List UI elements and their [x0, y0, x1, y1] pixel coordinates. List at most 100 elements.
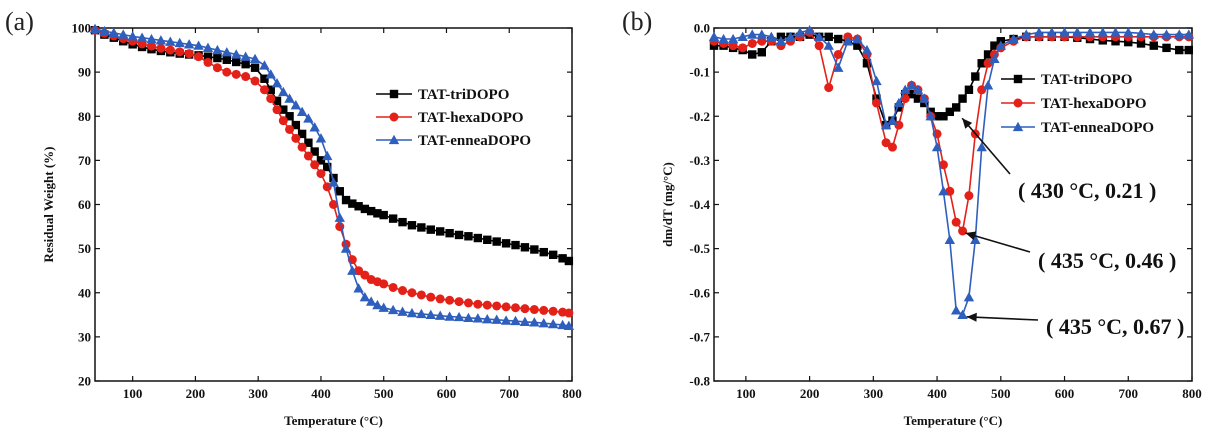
- data-point: [963, 291, 975, 302]
- data-point: [146, 41, 156, 51]
- data-point: [397, 306, 408, 316]
- y-tick-label: -0.6: [689, 285, 710, 300]
- data-point: [520, 304, 530, 314]
- data-point: [842, 36, 854, 46]
- data-point: [285, 112, 294, 121]
- data-point: [340, 243, 352, 253]
- data-point: [912, 84, 924, 94]
- data-point: [548, 306, 558, 316]
- data-point: [291, 133, 301, 143]
- data-point: [748, 50, 757, 59]
- legend-marker: [1013, 98, 1023, 108]
- x-tick-label: 800: [1182, 386, 1202, 401]
- data-point: [483, 235, 492, 244]
- data-point: [241, 72, 251, 82]
- legend-label: TAT-hexaDOPO: [418, 110, 524, 126]
- data-point: [387, 304, 399, 315]
- data-point: [250, 76, 260, 86]
- data-point: [379, 279, 389, 289]
- data-point: [872, 98, 882, 108]
- data-point: [463, 298, 473, 308]
- data-point: [880, 119, 892, 130]
- data-point: [297, 129, 307, 139]
- data-point: [983, 58, 993, 68]
- data-point: [175, 47, 185, 57]
- data-point: [379, 210, 388, 220]
- data-point: [316, 169, 326, 179]
- data-point: [510, 315, 521, 326]
- data-point: [407, 221, 417, 230]
- data-point: [279, 105, 288, 114]
- data-point: [747, 29, 758, 39]
- data-point: [757, 48, 766, 57]
- data-point: [520, 243, 530, 252]
- data-point: [435, 294, 445, 304]
- data-point: [530, 245, 539, 254]
- data-point: [310, 147, 319, 156]
- data-point: [708, 31, 720, 41]
- series-TAT-enneaDOPO: [89, 23, 575, 331]
- data-point: [833, 49, 843, 59]
- x-tick-label: 100: [736, 386, 756, 401]
- data-point: [240, 51, 251, 61]
- data-point: [519, 316, 531, 327]
- data-point: [310, 160, 320, 170]
- data-point: [372, 299, 383, 310]
- data-point: [1046, 27, 1057, 37]
- data-point: [127, 31, 138, 41]
- data-point: [329, 200, 338, 209]
- data-point: [1123, 27, 1134, 37]
- data-point: [1124, 37, 1133, 47]
- data-point: [155, 35, 167, 45]
- data-point: [285, 124, 295, 134]
- y-tick-label: 30: [78, 329, 91, 344]
- annotation-arrow-line: [961, 117, 1011, 175]
- data-point: [894, 120, 904, 130]
- data-point: [538, 317, 549, 328]
- data-point: [398, 217, 407, 227]
- panel-label: (b): [622, 7, 652, 36]
- data-point: [491, 314, 502, 324]
- data-point: [913, 94, 923, 103]
- data-point: [1174, 29, 1185, 39]
- data-point: [272, 96, 282, 106]
- data-point: [309, 122, 320, 132]
- data-point: [221, 47, 233, 57]
- data-point: [473, 233, 483, 243]
- data-point: [1183, 29, 1195, 39]
- legend-marker: [1013, 74, 1023, 84]
- data-point: [500, 315, 512, 325]
- data-point: [728, 41, 738, 51]
- data-point: [834, 34, 843, 44]
- series-line: [713, 31, 1189, 233]
- x-tick-label: 200: [800, 386, 820, 401]
- x-tick-label: 700: [1119, 386, 1139, 401]
- data-point: [266, 85, 275, 94]
- data-point: [501, 239, 511, 248]
- data-point: [398, 286, 408, 296]
- data-point: [146, 33, 157, 44]
- data-point: [334, 212, 345, 222]
- data-point: [775, 36, 787, 46]
- data-point: [539, 247, 548, 257]
- data-point: [737, 31, 748, 41]
- data-point: [900, 94, 910, 104]
- data-point: [388, 282, 398, 292]
- data-point: [231, 49, 242, 59]
- data-point: [290, 100, 302, 110]
- data-point: [231, 69, 241, 79]
- data-point: [881, 138, 891, 148]
- data-point: [444, 311, 455, 321]
- x-tick-label: 300: [248, 386, 268, 401]
- data-point: [906, 80, 917, 90]
- y-tick-label: 50: [78, 241, 91, 256]
- data-point: [1021, 29, 1032, 39]
- data-point: [348, 199, 357, 208]
- data-point: [492, 237, 501, 246]
- x-tick-label: 400: [311, 386, 331, 401]
- data-point: [814, 41, 824, 51]
- y-tick-label: -0.5: [689, 241, 710, 256]
- data-point: [335, 187, 344, 196]
- data-point: [887, 115, 898, 125]
